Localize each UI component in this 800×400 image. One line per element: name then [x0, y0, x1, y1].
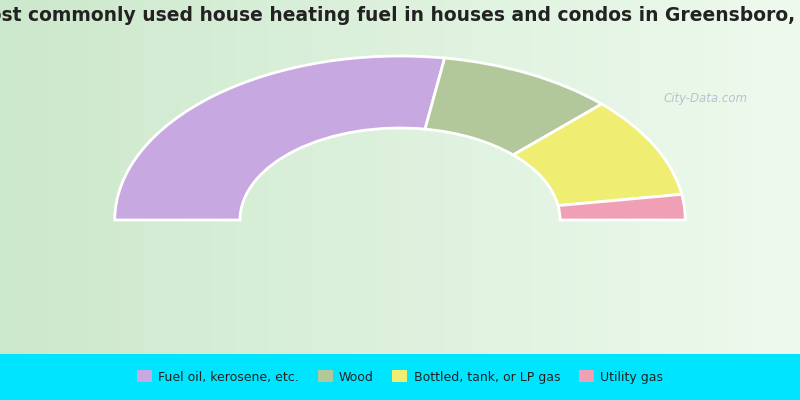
Wedge shape [558, 194, 686, 220]
Legend: Fuel oil, kerosene, etc., Wood, Bottled, tank, or LP gas, Utility gas: Fuel oil, kerosene, etc., Wood, Bottled,… [132, 365, 668, 389]
Wedge shape [513, 104, 682, 206]
Text: City-Data.com: City-Data.com [664, 92, 748, 105]
Wedge shape [425, 58, 602, 155]
Text: Most commonly used house heating fuel in houses and condos in Greensboro, VT: Most commonly used house heating fuel in… [0, 6, 800, 25]
Wedge shape [114, 56, 445, 220]
